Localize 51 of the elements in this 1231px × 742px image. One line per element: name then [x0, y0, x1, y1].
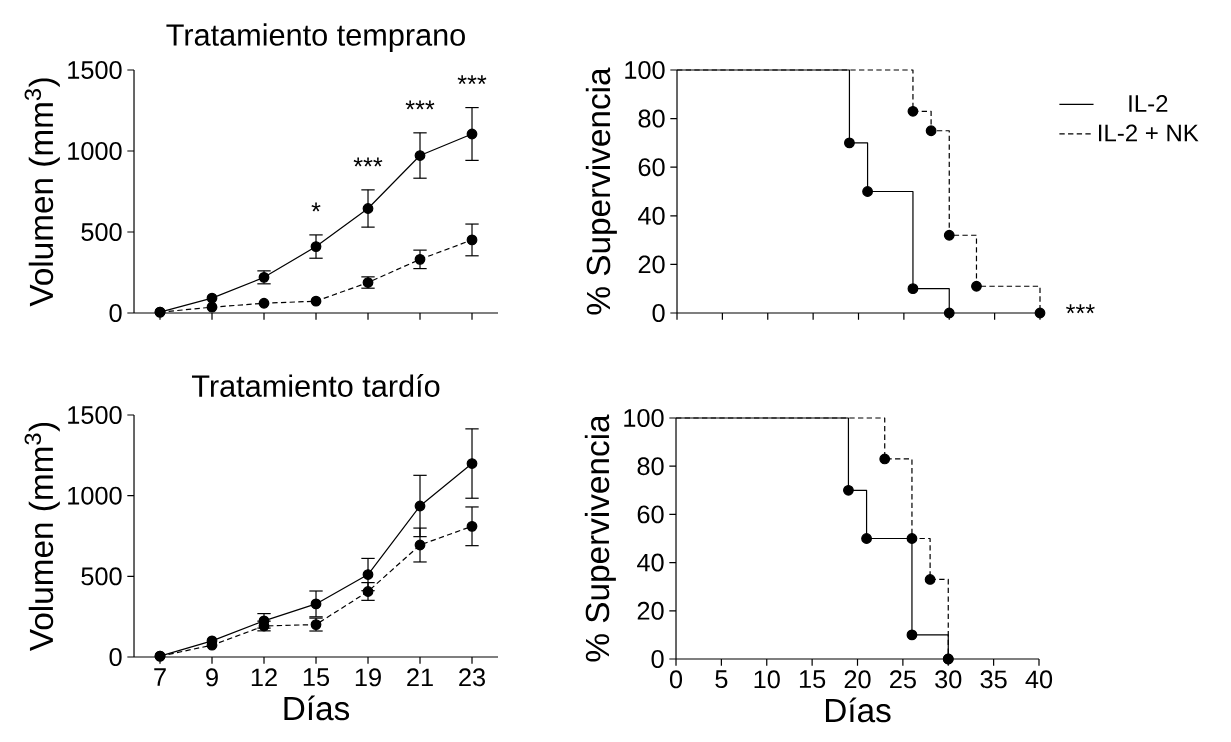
y-tick-label: 500: [81, 223, 122, 241]
y-axis-title: Volumen (mm$^{3}$): [24, 422, 60, 652]
y-tick-label: 1500: [68, 406, 122, 424]
x-tick-label: 15: [303, 668, 330, 687]
y-tick-label: 500: [81, 567, 122, 586]
y-tick-label: 1000: [68, 486, 122, 505]
annotation: ***: [353, 157, 383, 167]
y-tick-label: 0: [109, 304, 122, 322]
chart-title: Tratamiento tardío: [191, 374, 440, 397]
annotation: ***: [1066, 304, 1095, 314]
legend-label: IL-2: [1129, 95, 1168, 112]
y-tick-label: 0: [652, 304, 665, 322]
x-tick-label: 12: [251, 668, 277, 687]
y-axis-title: % Supervivencia: [585, 67, 617, 315]
y-tick-label: 80: [637, 457, 664, 476]
y-tick-label: 100: [625, 61, 665, 79]
x-tick-label: 40: [1025, 670, 1053, 689]
x-axis-title: Días: [825, 697, 891, 723]
x-tick-label: 30: [935, 670, 962, 689]
x-tick-label: 23: [459, 668, 485, 687]
x-tick-label: 21: [407, 668, 433, 687]
annotation: ***: [405, 100, 435, 110]
y-tick-label: 0: [109, 648, 122, 666]
y-tick-label: 80: [638, 109, 665, 128]
x-tick-label: 7: [154, 668, 166, 686]
annotation: ***: [457, 75, 487, 85]
x-tick-label: 15: [799, 670, 826, 689]
x-axis-title: Días: [284, 695, 350, 721]
x-tick-label: 9: [206, 668, 218, 687]
y-tick-label: 40: [638, 206, 665, 225]
chart-title: Tratamiento temprano: [166, 23, 465, 52]
y-tick-label: 1500: [68, 61, 122, 79]
y-tick-label: 20: [637, 601, 664, 620]
y-tick-label: 0: [651, 650, 664, 668]
x-tick-label: 10: [754, 670, 780, 689]
y-tick-label: 60: [637, 505, 664, 524]
y-tick-label: 20: [638, 255, 665, 274]
annotation: *: [311, 202, 321, 212]
x-tick-label: 20: [844, 670, 871, 689]
y-axis-title: % Supervivencia: [584, 414, 616, 662]
x-tick-label: 35: [980, 670, 1007, 689]
y-tick-label: 40: [637, 553, 664, 572]
y-tick-label: 60: [638, 158, 665, 177]
y-axis-title: Volumen (mm$^{3}$): [24, 78, 60, 307]
x-tick-label: 5: [715, 670, 728, 689]
y-tick-label: 100: [624, 409, 664, 427]
x-tick-label: 25: [890, 670, 916, 689]
y-tick-label: 1000: [68, 142, 122, 160]
legend-label: IL-2 + NK: [1099, 124, 1199, 142]
x-tick-label: 0: [669, 670, 683, 689]
x-tick-label: 19: [355, 668, 381, 687]
